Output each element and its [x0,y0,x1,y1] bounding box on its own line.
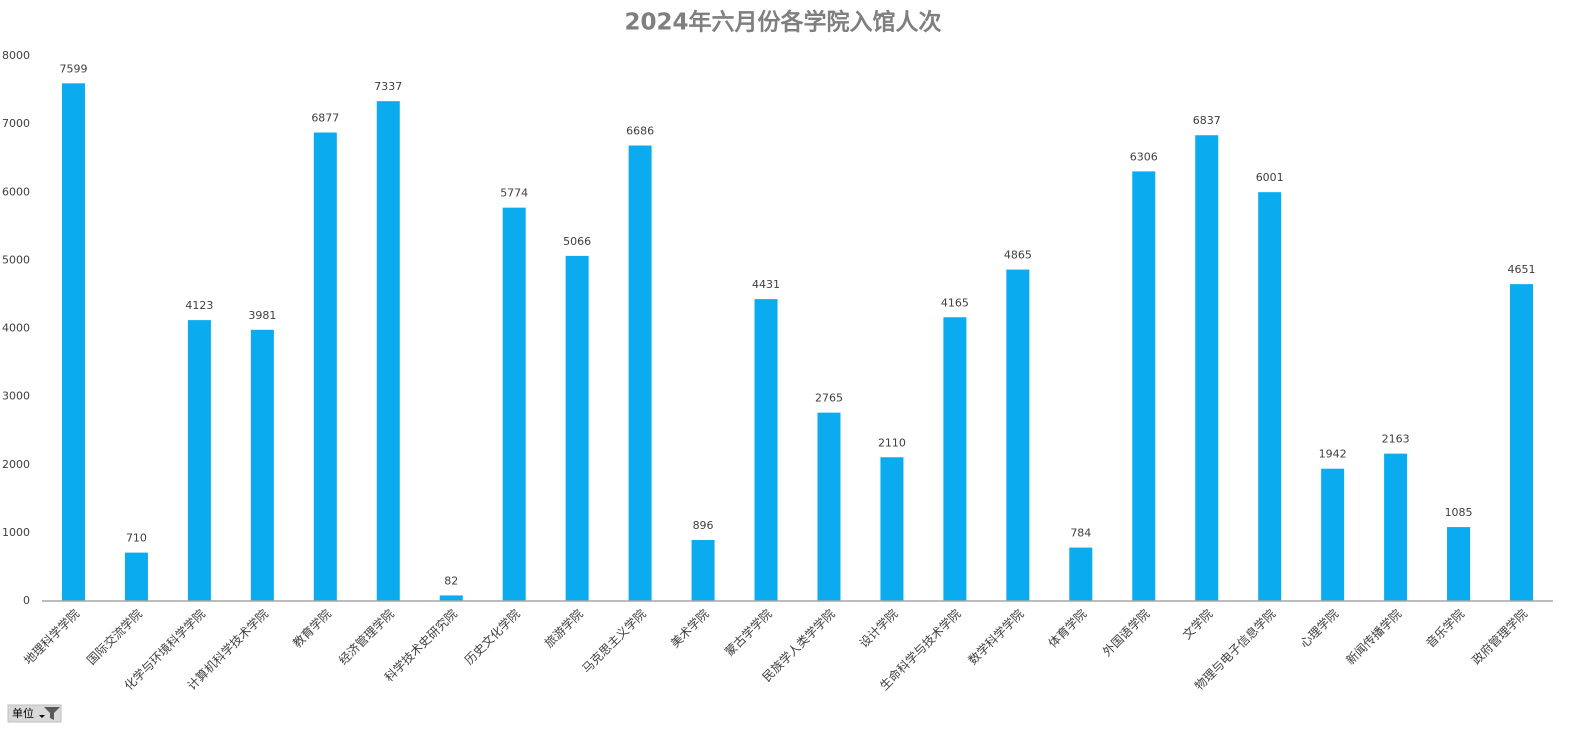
x-tick-label: 心理学院 [1297,606,1342,651]
value-label: 4865 [1004,249,1032,262]
bar [817,412,841,601]
y-tick-label: 0 [23,594,30,607]
x-tick-label: 数学科学学院 [965,606,1027,668]
field-button-label[interactable]: 单位 [12,706,34,720]
bar [1006,269,1030,601]
x-tick-label: 蒙古学学院 [722,606,775,659]
value-label: 2163 [1382,433,1410,446]
bar [754,299,778,601]
x-tick-label: 新闻传播学院 [1343,606,1405,668]
x-tick-label: 美术学院 [667,606,712,651]
bar [376,101,400,602]
x-tick-label: 外国语学院 [1099,606,1152,659]
y-tick-label: 7000 [2,117,30,130]
chart-title: 2024年六月份各学院入馆人次 [624,9,941,36]
dropdown-arrow[interactable] [39,715,45,718]
x-tick-label: 体育学院 [1045,606,1090,651]
bar [187,320,211,601]
x-tick-label: 经济管理学院 [335,606,397,668]
value-label: 784 [1070,527,1091,540]
value-label: 7337 [374,80,402,93]
bar [1195,135,1219,601]
value-label: 82 [444,574,458,587]
filter-icon[interactable] [44,707,60,720]
value-label: 710 [126,532,147,545]
x-tick-label: 设计学院 [856,606,901,651]
bar [628,145,652,602]
x-tick-label: 地理科学学院 [21,606,83,668]
value-label: 6837 [1193,114,1221,127]
bar [1069,547,1093,601]
value-label: 1942 [1319,448,1347,461]
x-tick-label: 马克思主义学院 [579,606,649,676]
value-label: 6686 [626,125,654,138]
x-tick-label: 国际交流学院 [84,606,146,668]
y-tick-label: 3000 [2,390,30,403]
y-tick-label: 5000 [2,253,30,266]
y-tick-label: 2000 [2,458,30,471]
value-label: 896 [693,519,714,532]
value-label: 4651 [1508,263,1536,276]
x-tick-label: 历史文化学院 [461,606,523,668]
bar [502,207,526,602]
value-label: 2110 [878,436,906,449]
bar [61,83,85,602]
x-tick-label: 旅游学院 [541,606,586,651]
x-tick-label: 政府管理学院 [1469,606,1531,668]
bar [1258,192,1282,601]
bar [250,329,274,601]
x-tick-label: 教育学院 [289,606,334,651]
bar [313,132,337,601]
y-tick-label: 4000 [2,322,30,335]
y-tick-label: 6000 [2,185,30,198]
x-tick-label: 文学院 [1179,606,1215,642]
value-label: 3981 [248,309,276,322]
bar [124,552,148,601]
bar [1384,453,1408,601]
bar [1447,527,1471,601]
value-label: 4431 [752,278,780,291]
field-button[interactable]: 单位 [7,704,62,723]
value-label: 1085 [1445,506,1473,519]
y-tick-label: 8000 [2,49,30,62]
bar [565,255,589,601]
x-tick-label: 音乐学院 [1423,606,1468,651]
bar [880,457,904,601]
bar [1132,171,1156,601]
value-label: 4165 [941,296,969,309]
value-label: 7599 [59,62,87,75]
bar [1321,468,1345,601]
bar [1510,284,1534,601]
y-tick-label: 1000 [2,526,30,539]
value-label: 5774 [500,187,528,200]
bar [691,539,715,601]
bar [439,595,463,601]
value-label: 2765 [815,392,843,405]
value-label: 4123 [185,299,213,312]
value-label: 5066 [563,235,591,248]
value-label: 6001 [1256,171,1284,184]
value-label: 6877 [311,112,339,125]
value-label: 6306 [1130,150,1158,163]
bar [943,317,967,601]
